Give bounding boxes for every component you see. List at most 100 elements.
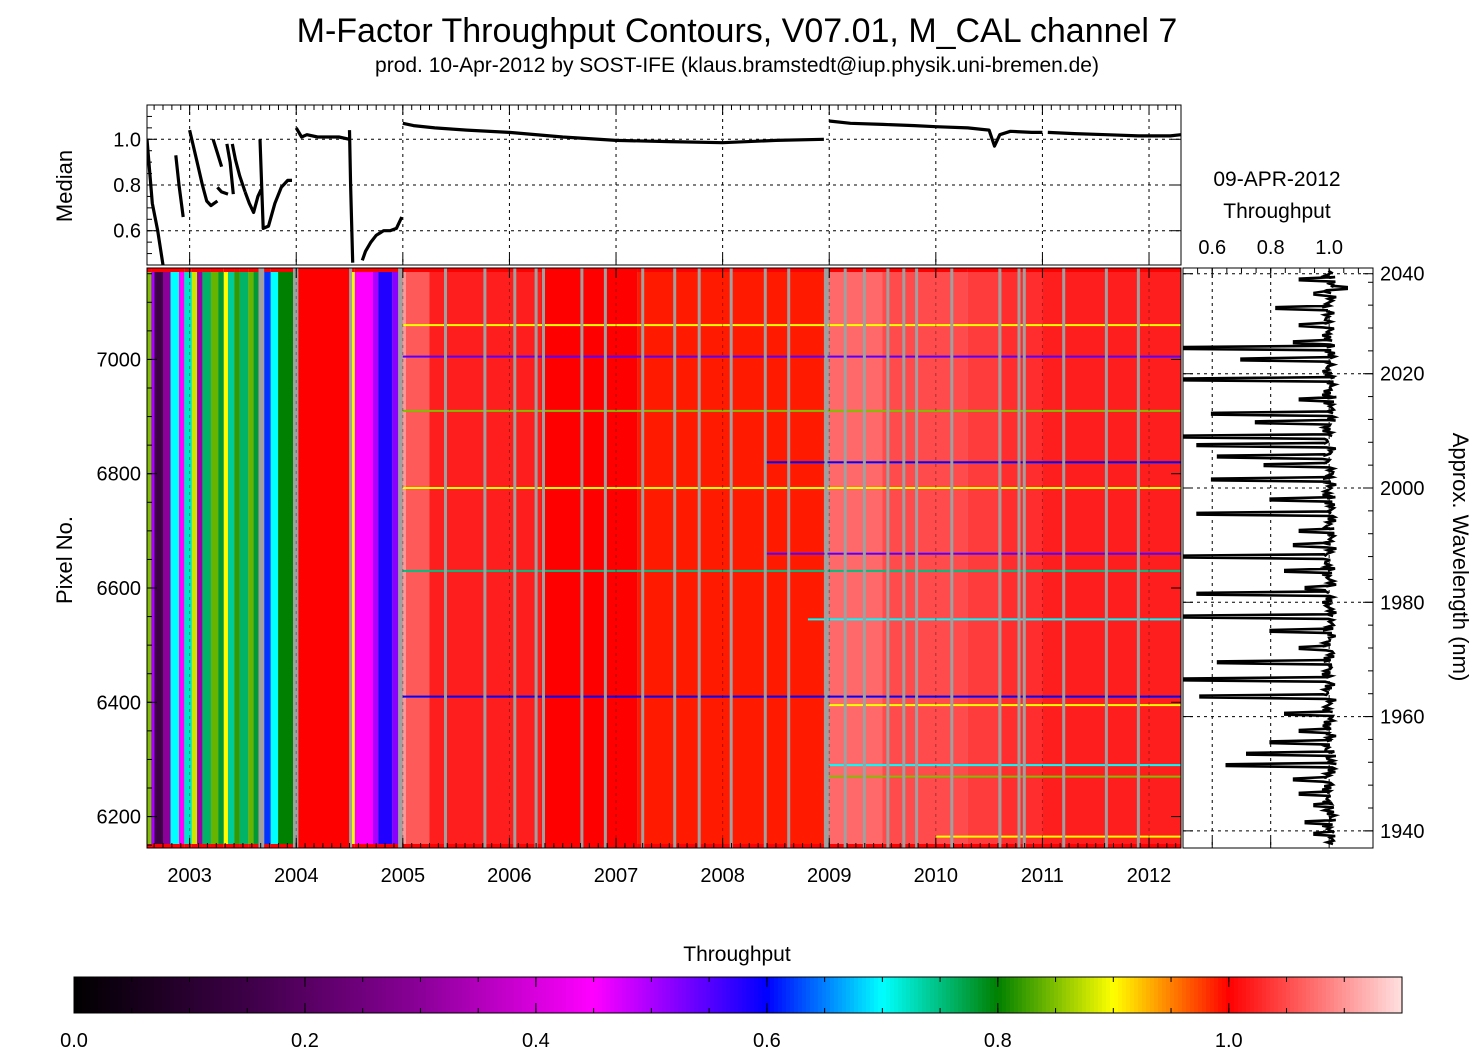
heatmap-column (223, 268, 229, 848)
heatmap-edge-row (1001, 844, 1043, 848)
colorbar-swatch (398, 977, 403, 1013)
heatmap-data-gap (260, 268, 264, 848)
colorbar-swatch (1290, 977, 1295, 1013)
colorbar-swatch (170, 977, 175, 1013)
colorbar-swatch (706, 977, 711, 1013)
colorbar-swatch (894, 977, 899, 1013)
colorbar-swatch (1278, 977, 1283, 1013)
median-y-axis-label: Median (52, 150, 77, 222)
colorbar-swatch (626, 977, 631, 1013)
colorbar-swatch (534, 977, 539, 1013)
colorbar-swatch (206, 977, 211, 1013)
heatmap-edge-row (202, 268, 211, 272)
heatmap-edge-row (1001, 268, 1043, 272)
median-series-line (829, 119, 1043, 148)
colorbar-swatch (450, 977, 455, 1013)
heatmap-edge-row (270, 844, 279, 848)
colorbar-swatch (1358, 977, 1363, 1013)
colorbar-swatch (994, 977, 999, 1013)
colorbar-label: Throughput (683, 943, 791, 966)
heatmap-data-gap (763, 268, 767, 848)
heatmap-edge-row (967, 268, 1002, 272)
heatmap-data-gap (1104, 268, 1108, 848)
colorbar-swatch (290, 977, 295, 1013)
colorbar-swatch (142, 977, 147, 1013)
colorbar-swatch (926, 977, 931, 1013)
colorbar-swatch (538, 977, 543, 1013)
heatmap-edge-row (882, 268, 968, 272)
heatmap-column (278, 268, 293, 848)
colorbar-swatch (118, 977, 123, 1013)
colorbar-swatch (598, 977, 603, 1013)
colorbar-swatch (198, 977, 203, 1013)
colorbar-swatch (1130, 977, 1135, 1013)
heatmap-pixel-line (402, 695, 1181, 698)
heatmap-pixel-line (402, 409, 1181, 412)
heatmap-column (147, 268, 152, 848)
colorbar-swatch (606, 977, 611, 1013)
heatmap-edge-row (278, 844, 293, 848)
colorbar-swatch (1078, 977, 1083, 1013)
colorbar-swatch (970, 977, 975, 1013)
colorbar-swatch (282, 977, 287, 1013)
colorbar-swatch (338, 977, 343, 1013)
heatmap-column (392, 268, 400, 848)
colorbar-swatch (1158, 977, 1163, 1013)
colorbar-swatch (566, 977, 571, 1013)
colorbar-swatch (650, 977, 655, 1013)
colorbar-swatch (230, 977, 235, 1013)
colorbar-swatch (694, 977, 699, 1013)
colorbar-swatch (1350, 977, 1355, 1013)
colorbar-swatch (978, 977, 983, 1013)
colorbar-swatch (1038, 977, 1043, 1013)
heatmap-column (154, 268, 163, 848)
colorbar-swatch (1050, 977, 1055, 1013)
heatmap-data-gap (534, 268, 538, 848)
heatmap-column (349, 268, 355, 848)
heatmap-edge-row (402, 268, 406, 272)
colorbar-swatch (766, 977, 771, 1013)
colorbar-swatch (510, 977, 515, 1013)
colorbar-swatch (150, 977, 155, 1013)
colorbar-swatch (610, 977, 615, 1013)
colorbar-swatch (374, 977, 379, 1013)
colorbar-swatch (1066, 977, 1071, 1013)
colorbar-swatch (94, 977, 99, 1013)
heatmap-edge-row (154, 268, 163, 272)
heatmap-pixel-line (935, 835, 1181, 838)
colorbar-swatch (1122, 977, 1127, 1013)
colorbar-swatch (178, 977, 183, 1013)
colorbar-swatch (862, 977, 867, 1013)
colorbar-swatch (462, 977, 467, 1013)
heatmap-edge-row (151, 268, 155, 272)
colorbar-swatch (690, 977, 695, 1013)
colorbar-swatch (954, 977, 959, 1013)
colorbar-swatch (138, 977, 143, 1013)
colorbar-swatch (1126, 977, 1131, 1013)
colorbar-swatch (594, 977, 599, 1013)
heatmap-data-gap (483, 268, 487, 848)
colorbar-swatch (562, 977, 567, 1013)
colorbar-swatch (422, 977, 427, 1013)
heatmap-data-gap (787, 268, 791, 848)
colorbar-swatch (402, 977, 407, 1013)
colorbar-swatch (810, 977, 815, 1013)
colorbar-swatch (370, 977, 375, 1013)
heatmap-edge-row (270, 268, 279, 272)
colorbar-swatch (826, 977, 831, 1013)
heatmap-edge-row (218, 844, 224, 848)
colorbar-swatch (322, 977, 327, 1013)
colorbar-swatch (1210, 977, 1215, 1013)
heatmap-column (270, 268, 279, 848)
heatmap-edge-row (228, 844, 235, 848)
colorbar-frame (73, 976, 1403, 1014)
heatmap-column (248, 268, 254, 848)
latest-throughput-label: Throughput (1223, 200, 1331, 223)
colorbar-swatch (158, 977, 163, 1013)
colorbar-swatch (1026, 977, 1031, 1013)
colorbar-swatch (1014, 977, 1019, 1013)
colorbar-swatch (1166, 977, 1171, 1013)
heatmap-column (239, 268, 249, 848)
colorbar-swatch (1226, 977, 1231, 1013)
colorbar-swatch (1250, 977, 1255, 1013)
